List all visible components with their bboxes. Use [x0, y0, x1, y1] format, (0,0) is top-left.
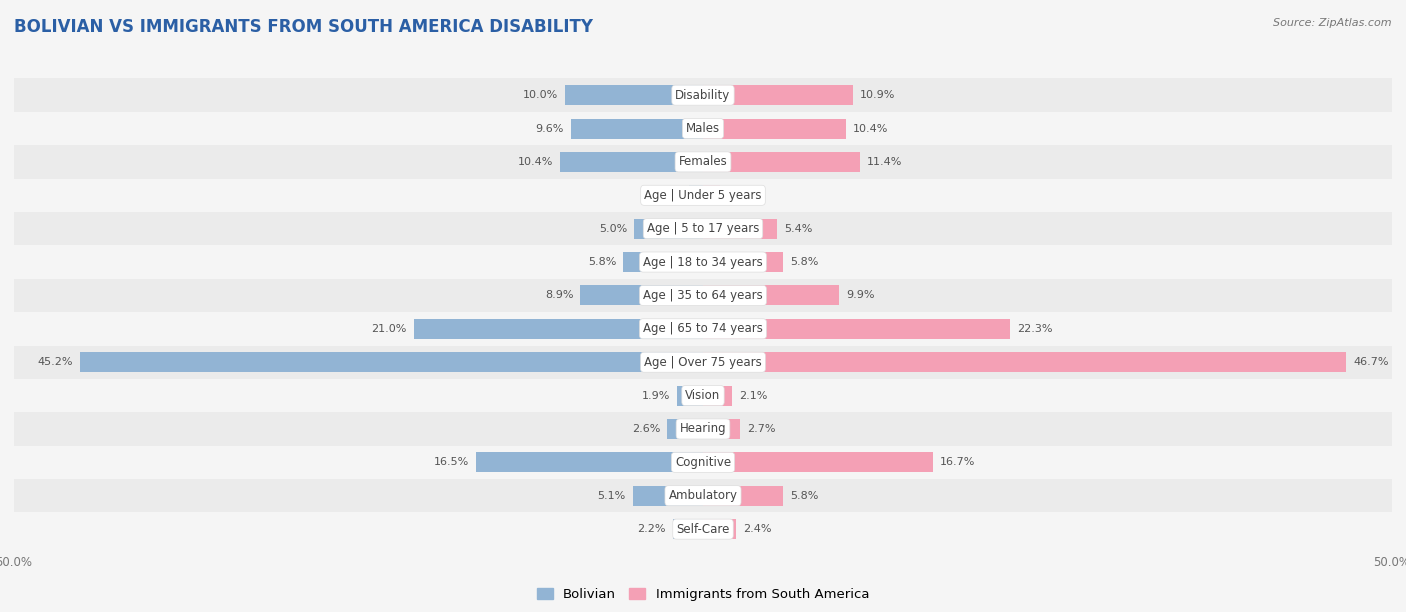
Text: 9.6%: 9.6% [536, 124, 564, 133]
Bar [703, 352, 1347, 372]
Text: 46.7%: 46.7% [1354, 357, 1389, 367]
Bar [703, 185, 720, 205]
Bar [80, 352, 703, 372]
Text: 9.9%: 9.9% [846, 291, 875, 300]
Bar [668, 419, 703, 439]
Bar [14, 346, 1392, 379]
Bar [634, 218, 703, 239]
Legend: Bolivian, Immigrants from South America: Bolivian, Immigrants from South America [531, 583, 875, 606]
Text: 16.7%: 16.7% [941, 457, 976, 468]
Bar [703, 419, 740, 439]
Text: 2.6%: 2.6% [631, 424, 661, 434]
Text: 10.4%: 10.4% [517, 157, 553, 167]
Bar [689, 185, 703, 205]
Bar [703, 486, 783, 506]
Bar [14, 212, 1392, 245]
Text: Cognitive: Cognitive [675, 456, 731, 469]
Text: 1.0%: 1.0% [654, 190, 682, 200]
Bar [633, 486, 703, 506]
Bar [14, 446, 1392, 479]
Bar [703, 218, 778, 239]
Bar [676, 386, 703, 406]
Text: 5.1%: 5.1% [598, 491, 626, 501]
Bar [703, 319, 1011, 339]
Text: 1.9%: 1.9% [641, 390, 669, 401]
Bar [14, 412, 1392, 446]
Bar [413, 319, 703, 339]
Text: Females: Females [679, 155, 727, 168]
Bar [703, 252, 783, 272]
Text: 11.4%: 11.4% [868, 157, 903, 167]
Bar [703, 519, 737, 539]
Text: 2.1%: 2.1% [738, 390, 768, 401]
Bar [14, 312, 1392, 346]
Bar [571, 119, 703, 138]
Bar [475, 452, 703, 472]
Text: Age | 18 to 34 years: Age | 18 to 34 years [643, 256, 763, 269]
Bar [703, 119, 846, 138]
Bar [14, 78, 1392, 112]
Bar [14, 512, 1392, 546]
Bar [14, 145, 1392, 179]
Text: 5.8%: 5.8% [588, 257, 616, 267]
Text: Vision: Vision [685, 389, 721, 402]
Text: Disability: Disability [675, 89, 731, 102]
Text: 1.2%: 1.2% [727, 190, 755, 200]
Text: 5.8%: 5.8% [790, 257, 818, 267]
Text: Males: Males [686, 122, 720, 135]
Bar [14, 278, 1392, 312]
Text: 22.3%: 22.3% [1017, 324, 1053, 334]
Bar [703, 285, 839, 305]
Text: 5.0%: 5.0% [599, 223, 627, 234]
Text: 5.4%: 5.4% [785, 223, 813, 234]
Bar [623, 252, 703, 272]
Text: 10.4%: 10.4% [853, 124, 889, 133]
Bar [14, 379, 1392, 412]
Text: Ambulatory: Ambulatory [668, 489, 738, 502]
Text: Age | Over 75 years: Age | Over 75 years [644, 356, 762, 368]
Bar [703, 452, 934, 472]
Bar [581, 285, 703, 305]
Text: Age | Under 5 years: Age | Under 5 years [644, 188, 762, 202]
Text: 10.9%: 10.9% [860, 90, 896, 100]
Text: 2.7%: 2.7% [747, 424, 776, 434]
Bar [14, 245, 1392, 278]
Text: 16.5%: 16.5% [433, 457, 468, 468]
Bar [565, 85, 703, 105]
Text: 21.0%: 21.0% [371, 324, 406, 334]
Text: Age | 65 to 74 years: Age | 65 to 74 years [643, 323, 763, 335]
Text: 8.9%: 8.9% [546, 291, 574, 300]
Bar [703, 85, 853, 105]
Text: 45.2%: 45.2% [38, 357, 73, 367]
Text: Hearing: Hearing [679, 422, 727, 436]
Bar [703, 152, 860, 172]
Text: 10.0%: 10.0% [523, 90, 558, 100]
Bar [14, 479, 1392, 512]
Text: BOLIVIAN VS IMMIGRANTS FROM SOUTH AMERICA DISABILITY: BOLIVIAN VS IMMIGRANTS FROM SOUTH AMERIC… [14, 18, 593, 36]
Bar [14, 179, 1392, 212]
Bar [560, 152, 703, 172]
Text: 5.8%: 5.8% [790, 491, 818, 501]
Bar [703, 386, 733, 406]
Bar [672, 519, 703, 539]
Text: Age | 5 to 17 years: Age | 5 to 17 years [647, 222, 759, 235]
Text: Self-Care: Self-Care [676, 523, 730, 536]
Text: Age | 35 to 64 years: Age | 35 to 64 years [643, 289, 763, 302]
Text: 2.2%: 2.2% [637, 524, 666, 534]
Text: 2.4%: 2.4% [742, 524, 772, 534]
Text: Source: ZipAtlas.com: Source: ZipAtlas.com [1274, 18, 1392, 28]
Bar [14, 112, 1392, 145]
